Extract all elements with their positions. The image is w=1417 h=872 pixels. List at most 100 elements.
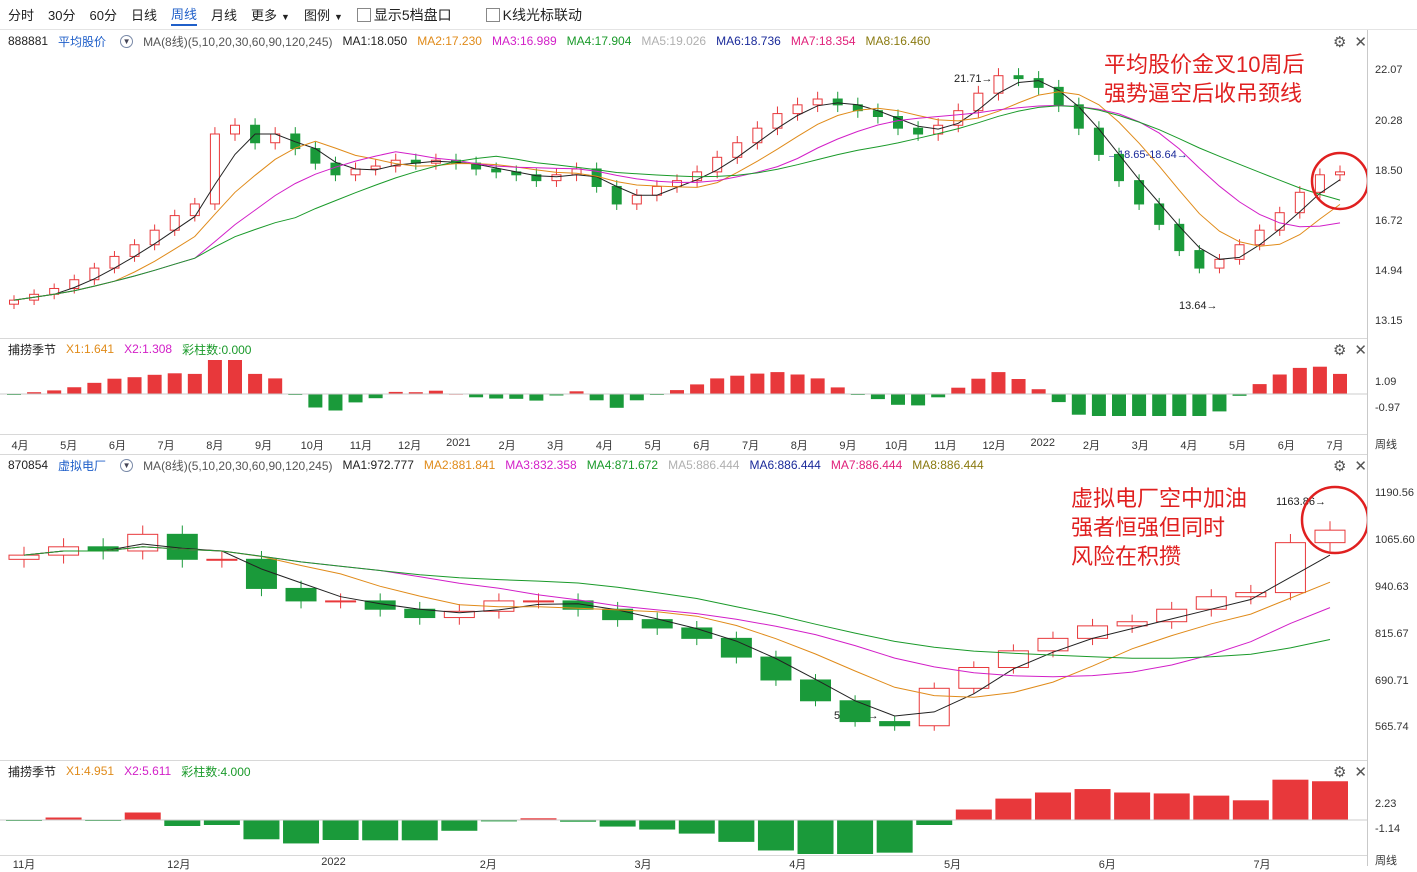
- indicator-bar: [599, 820, 636, 827]
- period-toolbar: 分时 30分 60分 日线 周线 月线 更多 ▼ 图例 ▼ 显示5档盘口 K线光标联…: [0, 0, 1417, 30]
- ma-line: [23, 543, 1331, 717]
- tab-weekly[interactable]: 周线: [170, 4, 197, 26]
- candle: [189, 203, 200, 217]
- checkbox-box[interactable]: [356, 7, 371, 22]
- indicator-bar: [830, 387, 845, 394]
- indicator-bar: [408, 392, 423, 394]
- settings-icon[interactable]: ⚙: [1332, 34, 1347, 51]
- ma-line: [13, 104, 1341, 301]
- dropdown-icon[interactable]: ▼: [120, 458, 134, 472]
- indicator-bars: 彩柱数:0.000: [182, 342, 252, 357]
- cursor-link-checkbox[interactable]: K线光标联动: [485, 5, 582, 25]
- ma-line: [23, 546, 1331, 659]
- candle: [1335, 171, 1345, 176]
- x-tick-label: 5月: [60, 440, 78, 452]
- candle: [443, 610, 475, 619]
- x-tick-label: 2月: [1082, 440, 1101, 452]
- ma-params[interactable]: MA(8线)(5,10,20,30,60,90,120,245): [143, 34, 333, 49]
- tab-minute[interactable]: 分时: [8, 8, 35, 23]
- x-tick-label: 12月: [398, 440, 422, 452]
- ma3-value: MA3:16.989: [491, 34, 557, 48]
- indicator-bars: 彩柱数:4.000: [181, 764, 251, 779]
- ma6-value: MA6:886.444: [749, 458, 821, 472]
- x-tick-label: 9月: [839, 440, 857, 452]
- x-tick-label: 11月: [934, 440, 957, 452]
- close-icon[interactable]: ✕: [1354, 342, 1367, 359]
- candle: [230, 124, 240, 135]
- x-tick-label: 6月: [693, 440, 711, 452]
- candle: [681, 627, 713, 639]
- candle: [370, 165, 381, 170]
- more-dropdown[interactable]: 更多 ▼: [251, 5, 290, 24]
- indicator-bar: [1132, 394, 1147, 416]
- indicator-bar: [951, 387, 966, 394]
- indicator-bar: [529, 394, 544, 401]
- indicator-bar: [639, 820, 676, 830]
- indicator-bar: [388, 391, 403, 394]
- candle: [1234, 244, 1245, 260]
- stock-name[interactable]: 虚拟电厂: [58, 458, 107, 473]
- candle: [89, 267, 100, 281]
- candle: [893, 116, 903, 129]
- chart1-controls: ⚙ ✕: [1325, 33, 1367, 51]
- close-icon[interactable]: ✕: [1354, 34, 1367, 51]
- settings-icon[interactable]: ⚙: [1332, 764, 1347, 781]
- ma-params[interactable]: MA(8线)(5,10,20,30,60,90,120,245): [143, 458, 333, 473]
- settings-icon[interactable]: ⚙: [1332, 342, 1347, 359]
- candle: [69, 279, 80, 289]
- checkbox-box[interactable]: [485, 7, 500, 22]
- legend-dropdown[interactable]: 图例 ▼: [304, 5, 343, 24]
- indicator-bar: [710, 378, 725, 394]
- close-icon[interactable]: ✕: [1354, 458, 1367, 475]
- tab-60min[interactable]: 60分: [89, 8, 117, 23]
- ma3-value: MA3:832.358: [505, 458, 577, 472]
- highlight-circle: [1300, 485, 1367, 555]
- indicator-bar: [207, 360, 222, 394]
- candle: [1274, 542, 1306, 594]
- indicator-x1: X1:1.641: [66, 342, 115, 356]
- settings-icon[interactable]: ⚙: [1332, 458, 1347, 475]
- tab-30min[interactable]: 30分: [48, 8, 76, 23]
- x-tick-label: 6月: [1277, 440, 1295, 452]
- candle: [1314, 174, 1325, 193]
- indicator-name[interactable]: 捕捞季节: [8, 342, 57, 357]
- indicator-bar: [167, 373, 182, 394]
- stock-name[interactable]: 平均股价: [58, 34, 107, 49]
- high-value: 21.71: [954, 73, 982, 85]
- ma5-value: MA5:19.026: [641, 34, 707, 48]
- indicator-bar: [509, 394, 524, 399]
- x-tick-label: 10月: [300, 440, 324, 452]
- indicator1-controls: ⚙ ✕: [1325, 341, 1367, 359]
- indicator-bar: [1071, 394, 1086, 415]
- dropdown-icon[interactable]: ▼: [120, 34, 134, 48]
- candle: [522, 600, 554, 603]
- indicator-bar: [609, 394, 624, 408]
- show-5-levels-checkbox[interactable]: 显示5档盘口: [356, 5, 452, 25]
- indicator-name[interactable]: 捕捞季节: [8, 764, 57, 779]
- indicator-bar: [1272, 374, 1287, 394]
- tab-monthly[interactable]: 月线: [210, 8, 237, 23]
- pane-divider: [0, 338, 1367, 339]
- axis-divider: [1367, 30, 1368, 866]
- close-icon[interactable]: ✕: [1354, 764, 1367, 781]
- indicator-bar: [690, 384, 705, 394]
- tab-daily[interactable]: 日线: [130, 8, 157, 23]
- annotation-line: 强者恒强但同时: [1071, 515, 1226, 540]
- candle: [879, 721, 911, 727]
- legend-label: 图例: [303, 8, 330, 23]
- indicator-bar: [107, 378, 122, 394]
- pane-divider: [0, 434, 1367, 435]
- chart-canvas[interactable]: [0, 0, 1367, 866]
- indicator-bar: [47, 390, 62, 394]
- indicator-bar: [124, 812, 161, 820]
- annotation-line: 强势逼空后收吊颈线: [1104, 81, 1303, 106]
- indicator-bar: [995, 798, 1032, 820]
- chevron-down-icon: ▼: [333, 12, 343, 22]
- indicator-bar: [1252, 384, 1267, 394]
- candle: [1194, 250, 1205, 269]
- candle: [562, 600, 594, 610]
- indicator-bar: [348, 394, 363, 403]
- candle: [993, 75, 1004, 94]
- candle: [491, 168, 502, 173]
- ma2-value: MA2:17.230: [417, 34, 482, 48]
